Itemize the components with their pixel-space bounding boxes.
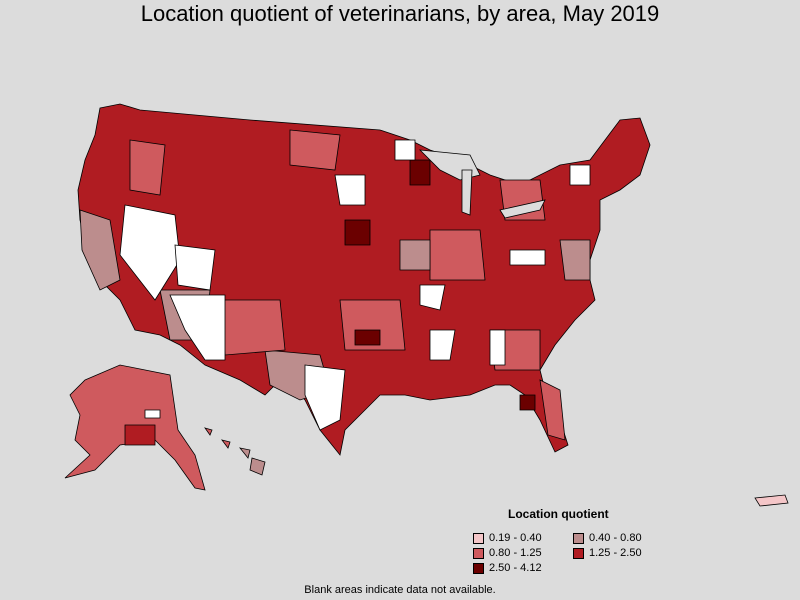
legend-swatch xyxy=(473,532,484,544)
legend-label: 0.19 - 0.40 xyxy=(489,532,542,544)
puerto-rico xyxy=(754,494,789,507)
legend-swatch xyxy=(573,532,584,544)
no-data-area xyxy=(174,244,216,291)
area-patch xyxy=(79,209,121,291)
no-data-area xyxy=(509,249,546,266)
no-data-area xyxy=(144,409,161,419)
area-patch xyxy=(409,159,431,186)
puerto-rico-outline xyxy=(754,494,789,507)
area-patch xyxy=(344,219,371,246)
no-data-area xyxy=(419,284,446,311)
no-data-area xyxy=(304,364,346,431)
legend-swatch xyxy=(573,547,584,559)
legend-label: 0.40 - 0.80 xyxy=(589,532,642,544)
great-lakes xyxy=(499,199,546,219)
area-patch xyxy=(559,239,591,281)
no-data-area xyxy=(429,329,456,361)
contiguous-us xyxy=(77,103,651,456)
legend-swatch xyxy=(473,562,484,574)
no-data-area xyxy=(569,164,591,186)
no-data-area xyxy=(119,204,181,301)
hawaii-island xyxy=(221,439,231,449)
blank-areas-note: Blank areas indicate data not available. xyxy=(304,584,496,596)
area-patch xyxy=(399,239,431,271)
hawaii xyxy=(204,427,266,476)
legend-title: Location quotient xyxy=(508,507,609,521)
legend-label: 1.25 - 2.50 xyxy=(589,547,642,559)
legend-item: 2.50 - 4.12 xyxy=(473,562,542,574)
area-patch xyxy=(429,229,486,281)
area-patch xyxy=(539,379,566,441)
no-data-area xyxy=(334,174,366,206)
alaska xyxy=(64,364,206,491)
no-data-area xyxy=(394,139,416,161)
legend-swatch xyxy=(473,547,484,559)
map-title: Location quotient of veterinarians, by a… xyxy=(140,1,660,26)
legend-item: 1.25 - 2.50 xyxy=(573,547,642,559)
legend-label: 2.50 - 4.12 xyxy=(489,562,542,574)
legend-item: 0.19 - 0.40 xyxy=(473,532,542,544)
area-patch xyxy=(129,139,166,196)
hawaii-island xyxy=(204,427,213,436)
hawaii-island xyxy=(249,457,266,476)
legend-item: 0.40 - 0.80 xyxy=(573,532,642,544)
no-data-area xyxy=(489,329,506,366)
hawaii-island xyxy=(239,447,251,459)
legend-label: 0.80 - 1.25 xyxy=(489,547,542,559)
great-lakes xyxy=(461,169,473,216)
area-patch xyxy=(219,299,286,356)
area-patch xyxy=(124,424,156,446)
area-patch xyxy=(354,329,381,346)
area-patch xyxy=(519,394,536,411)
legend-item: 0.80 - 1.25 xyxy=(473,547,542,559)
no-data-area xyxy=(169,294,226,361)
area-patch xyxy=(289,129,341,171)
